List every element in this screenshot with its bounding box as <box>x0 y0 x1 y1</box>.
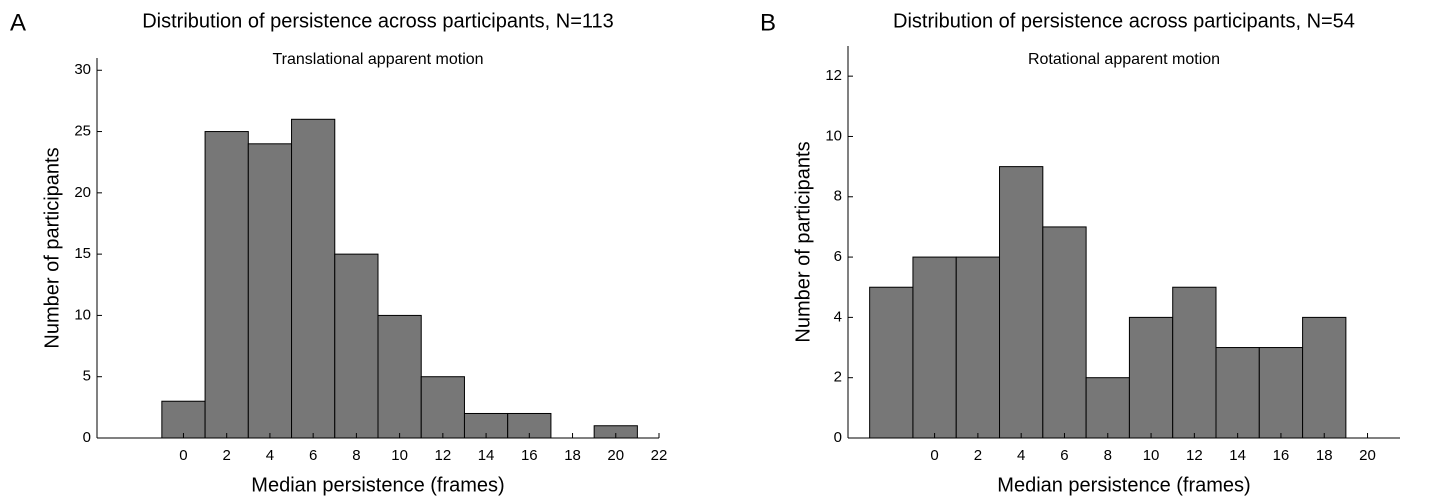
x-tick-label: 0 <box>179 447 187 464</box>
x-tick-label: 18 <box>564 447 581 464</box>
y-axis-label: Number of participants <box>792 141 814 342</box>
y-tick-label: 20 <box>74 184 91 201</box>
y-tick-label: 6 <box>834 248 842 265</box>
x-tick-label: 2 <box>974 447 982 464</box>
y-tick-label: 0 <box>83 429 91 446</box>
chart-subtitle: Translational apparent motion <box>272 51 483 68</box>
x-tick-label: 20 <box>607 447 624 464</box>
bar <box>1042 226 1087 439</box>
x-tick-label: 12 <box>435 447 452 464</box>
y-tick-label: 2 <box>834 369 842 386</box>
y-tick-label: 10 <box>825 127 842 144</box>
x-tick-label: 8 <box>352 447 360 464</box>
y-tick-label: 0 <box>834 429 842 446</box>
bar <box>334 253 379 439</box>
x-tick-label: 20 <box>1359 447 1376 464</box>
panel-label: B <box>760 9 776 36</box>
x-tick-label: 2 <box>223 447 231 464</box>
x-tick-label: 10 <box>1143 447 1160 464</box>
x-tick-label: 16 <box>521 447 538 464</box>
x-tick-label: 8 <box>1104 447 1112 464</box>
x-tick-label: 6 <box>309 447 317 464</box>
x-axis-label: Median persistence (frames) <box>997 474 1250 496</box>
bar <box>420 376 465 439</box>
bar <box>1258 347 1304 439</box>
x-tick-label: 4 <box>1017 447 1025 464</box>
y-axis-label: Number of participants <box>41 147 63 348</box>
bar <box>377 314 422 439</box>
x-tick-label: 6 <box>1060 447 1068 464</box>
bar <box>955 256 1001 439</box>
bar <box>1128 316 1174 439</box>
y-tick-label: 4 <box>834 308 842 325</box>
y-tick-label: 12 <box>825 67 842 84</box>
x-tick-label: 18 <box>1316 447 1333 464</box>
y-tick-label: 10 <box>74 306 91 323</box>
bar <box>247 143 293 439</box>
x-tick-label: 16 <box>1273 447 1290 464</box>
x-tick-label: 14 <box>478 447 495 464</box>
x-tick-label: 0 <box>930 447 938 464</box>
bar <box>1085 377 1130 439</box>
panel-label: A <box>10 9 26 36</box>
chart-subtitle: Rotational apparent motion <box>1028 51 1220 68</box>
chart-title: Distribution of persistence across parti… <box>893 10 1355 32</box>
y-tick-label: 25 <box>74 123 91 140</box>
bar <box>161 400 206 439</box>
bar <box>1302 316 1347 439</box>
y-tick-label: 5 <box>83 368 91 385</box>
x-tick-label: 14 <box>1229 447 1246 464</box>
x-tick-label: 4 <box>266 447 274 464</box>
y-tick-label: 15 <box>74 245 91 262</box>
bar <box>869 286 914 439</box>
bar <box>999 166 1044 439</box>
bar <box>291 118 336 439</box>
y-tick-label: 8 <box>834 188 842 205</box>
bar <box>204 131 249 439</box>
bar <box>1172 286 1217 439</box>
x-tick-label: 22 <box>651 447 668 464</box>
bar <box>912 256 957 439</box>
bar <box>1215 347 1260 439</box>
x-tick-label: 12 <box>1186 447 1203 464</box>
y-tick-label: 30 <box>74 61 91 78</box>
chart-title: Distribution of persistence across parti… <box>142 10 614 32</box>
x-tick-label: 10 <box>391 447 408 464</box>
x-axis-label: Median persistence (frames) <box>251 474 504 496</box>
